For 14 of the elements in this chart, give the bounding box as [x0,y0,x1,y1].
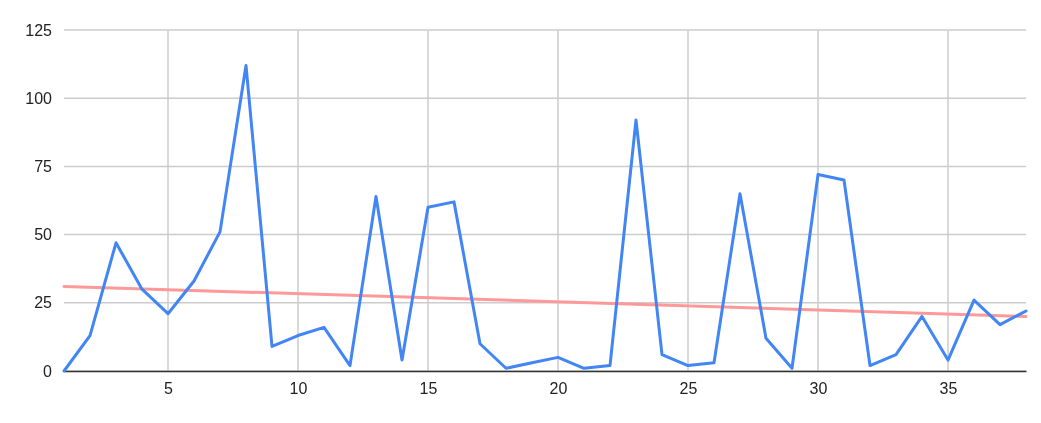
x-tick-label: 35 [939,380,958,398]
x-tick-label: 25 [679,380,698,398]
y-tick-label: 25 [34,294,53,312]
y-tick-label: 50 [34,226,53,244]
y-tick-label: 100 [25,89,53,107]
x-tick-label: 10 [289,380,308,398]
x-tick-label: 20 [549,380,568,398]
y-tick-label: 0 [43,362,53,380]
y-tick-label: 75 [34,158,53,176]
x-tick-label: 30 [809,380,828,398]
x-tick-label: 5 [164,380,174,398]
line-series [62,63,1028,373]
x-tick-label: 15 [419,380,438,398]
y-tick-label: 125 [25,21,53,39]
